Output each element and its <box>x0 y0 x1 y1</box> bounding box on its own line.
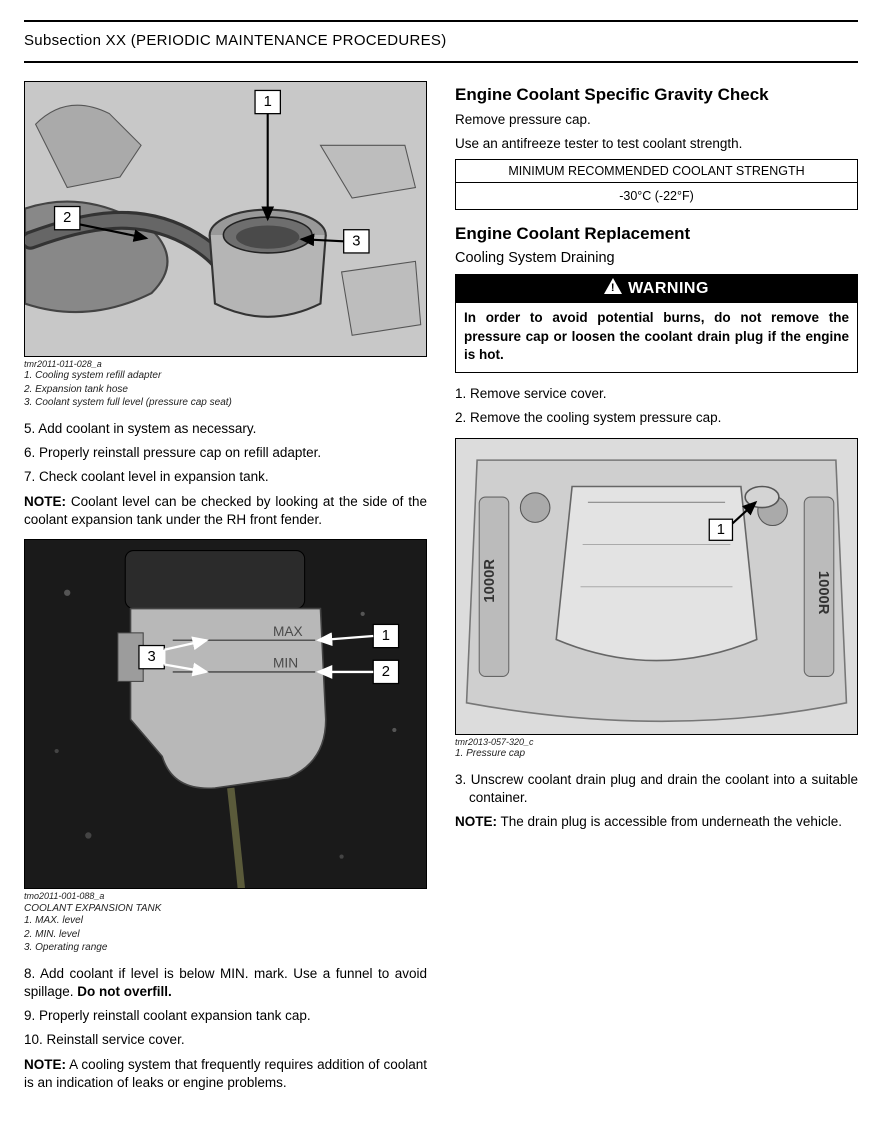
note-drain-plug: NOTE: The drain plug is accessible from … <box>455 813 858 831</box>
heading-draining: Cooling System Draining <box>455 250 858 266</box>
figure-pressure-cap: 1000R 1000R 1 <box>455 438 858 735</box>
fig2-label-min: MIN <box>273 656 298 671</box>
fig3-legend-1: 1. Pressure cap <box>455 747 858 761</box>
warning-title: WARNING <box>628 280 709 297</box>
figure-expansion-tank: MAX MIN 1 2 3 <box>24 539 427 889</box>
note-text: The drain plug is accessible from undern… <box>497 814 842 829</box>
step-8-bold: Do not overfill. <box>77 984 172 999</box>
fig3-callout-1: 1 <box>717 521 725 537</box>
r-step-1: 1. Remove service cover. <box>455 385 858 403</box>
step-10: 10. Reinstall service cover. <box>24 1031 427 1049</box>
fig1-legend-3: 3. Coolant system full level (pressure c… <box>24 396 427 410</box>
fig3-sidetext-r: 1000R <box>815 570 831 614</box>
fig2-legend: 1. MAX. level 2. MIN. level 3. Operating… <box>24 914 427 955</box>
p-tester: Use an antifreeze tester to test coolant… <box>455 135 858 153</box>
fig2-legend-1: 1. MAX. level <box>24 914 427 928</box>
heading-gravity-check: Engine Coolant Specific Gravity Check <box>455 85 858 105</box>
left-column: 1 2 3 tmr2011-011-028_a 1. Cooling syste… <box>24 81 427 1102</box>
p-remove-cap: Remove pressure cap. <box>455 111 858 129</box>
coolant-strength-table: MINIMUM RECOMMENDED COOLANT STRENGTH -30… <box>455 159 858 210</box>
note-label: NOTE: <box>24 1057 66 1072</box>
warning-body: In order to avoid potential burns, do no… <box>456 303 857 372</box>
fig1-callout-3: 3 <box>352 233 360 249</box>
page-header: Subsection XX (PERIODIC MAINTENANCE PROC… <box>24 20 858 63</box>
fig2-legend-3: 3. Operating range <box>24 941 427 955</box>
content-columns: 1 2 3 tmr2011-011-028_a 1. Cooling syste… <box>24 81 858 1102</box>
fig2-code: tmo2011-001-088_a <box>24 891 427 901</box>
warning-header: ! WARNING <box>456 275 857 303</box>
right-column: Engine Coolant Specific Gravity Check Re… <box>455 81 858 1102</box>
step-6: 6. Properly reinstall pressure cap on re… <box>24 444 427 462</box>
r-step-2: 2. Remove the cooling system pressure ca… <box>455 409 858 427</box>
warning-icon: ! <box>604 278 622 299</box>
note-text: A cooling system that frequently require… <box>24 1057 427 1090</box>
fig2-label-max: MAX <box>273 624 303 639</box>
fig1-code: tmr2011-011-028_a <box>24 359 427 369</box>
fig2-callout-3: 3 <box>148 649 156 665</box>
fig2-title: COOLANT EXPANSION TANK <box>24 903 427 914</box>
fig1-legend-2: 2. Expansion tank hose <box>24 383 427 397</box>
step-5: 5. Add coolant in system as necessary. <box>24 420 427 438</box>
figure-refill-adapter: 1 2 3 <box>24 81 427 357</box>
fig3-code: tmr2013-057-320_c <box>455 737 858 747</box>
header-title: Subsection XX (PERIODIC MAINTENANCE PROC… <box>24 32 447 49</box>
fig3-sidetext-l: 1000R <box>482 558 498 602</box>
step-9: 9. Properly reinstall coolant expansion … <box>24 1007 427 1025</box>
step-8: 8. Add coolant if level is below MIN. ma… <box>24 965 427 1001</box>
fig1-callout-1: 1 <box>264 94 272 110</box>
fig1-callout-2: 2 <box>63 210 71 226</box>
fig1-legend-1: 1. Cooling system refill adapter <box>24 369 427 383</box>
svg-text:!: ! <box>611 282 615 294</box>
r-step-3: 3. Unscrew coolant drain plug and drain … <box>455 771 858 807</box>
table-header: MINIMUM RECOMMENDED COOLANT STRENGTH <box>456 160 857 183</box>
heading-replacement: Engine Coolant Replacement <box>455 224 858 244</box>
note-coolant-level: NOTE: Coolant level can be checked by lo… <box>24 493 427 529</box>
fig3-legend: 1. Pressure cap <box>455 747 858 761</box>
fig2-callout-1: 1 <box>382 628 390 644</box>
note-label: NOTE: <box>24 494 66 509</box>
note-leaks: NOTE: A cooling system that frequently r… <box>24 1056 427 1092</box>
fig1-legend: 1. Cooling system refill adapter 2. Expa… <box>24 369 427 410</box>
table-value: -30°C (-22°F) <box>456 183 857 209</box>
warning-box: ! WARNING In order to avoid potential bu… <box>455 274 858 373</box>
note-label: NOTE: <box>455 814 497 829</box>
fig2-callout-2: 2 <box>382 664 390 680</box>
step-7: 7. Check coolant level in expansion tank… <box>24 468 427 486</box>
note-text: Coolant level can be checked by looking … <box>24 494 427 527</box>
fig2-legend-2: 2. MIN. level <box>24 928 427 942</box>
